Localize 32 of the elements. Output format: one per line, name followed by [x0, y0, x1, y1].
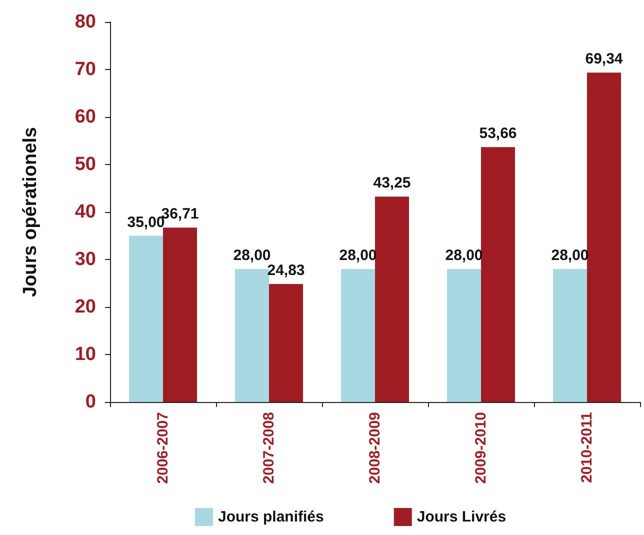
y-tick-label: 30 — [74, 249, 96, 270]
data-label: 53,66 — [479, 125, 517, 142]
bar — [341, 269, 375, 402]
data-label: 43,25 — [373, 174, 411, 192]
y-tick-label: 70 — [74, 59, 96, 80]
x-tick-label: 2006-2007 — [154, 412, 172, 484]
y-tick-label: 60 — [74, 106, 96, 128]
y-tick-label: 40 — [74, 202, 96, 222]
data-label: 28,00 — [233, 247, 271, 264]
y-tick-label: 10 — [74, 344, 96, 365]
data-label: 69,34 — [585, 50, 624, 68]
data-label: 24,83 — [267, 262, 305, 280]
x-tick-label: 2010-2011 — [578, 412, 596, 483]
legend-label: Jours planifiés — [218, 508, 324, 526]
bar — [375, 196, 409, 402]
y-tick-label: 50 — [74, 154, 96, 175]
bar — [481, 147, 515, 402]
bar — [163, 228, 197, 402]
bar — [553, 269, 587, 402]
y-tick-label: 20 — [74, 296, 96, 318]
x-tick-label: 2007-2008 — [260, 412, 278, 484]
bar — [447, 269, 481, 402]
y-tick-label: 80 — [74, 12, 96, 32]
x-tick-label: 2008-2009 — [366, 412, 384, 484]
bar — [235, 269, 269, 402]
bar — [129, 236, 163, 402]
y-axis-title: Jours opérationels — [20, 127, 41, 297]
x-tick-label: 2009-2010 — [472, 412, 490, 484]
bar — [269, 284, 303, 402]
y-tick-label: 0 — [85, 392, 96, 412]
legend-label: Jours Livrés — [416, 508, 506, 526]
bar — [587, 72, 621, 402]
